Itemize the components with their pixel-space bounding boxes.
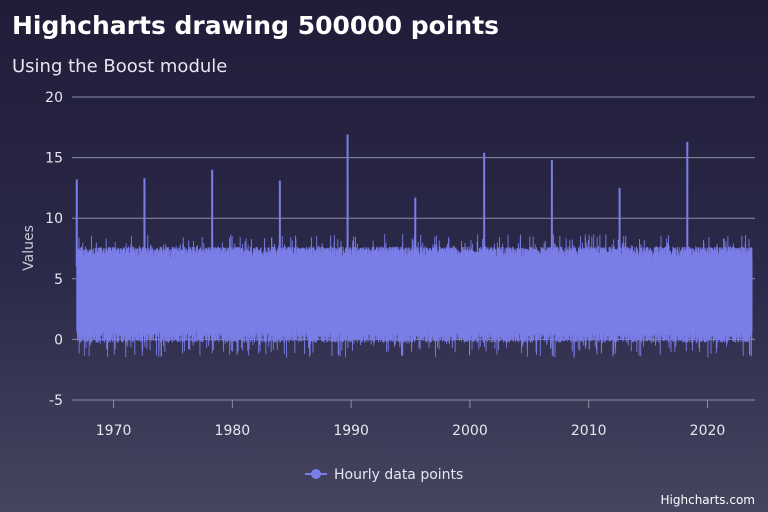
x-tick-label: 1990 — [333, 423, 369, 439]
y-axis-ticks: -5 0 5 10 15 20 — [45, 90, 63, 409]
x-tick-label: 1980 — [215, 423, 251, 439]
x-tick-label: 2020 — [690, 423, 726, 439]
x-axis-ticks: 1970 1980 1990 2000 2010 2020 — [96, 400, 726, 439]
chart-subtitle: Using the Boost module — [12, 56, 227, 77]
y-tick-label: 20 — [45, 90, 63, 106]
credits-link[interactable]: Highcharts.com — [661, 493, 755, 507]
y-axis-title: Values — [21, 225, 37, 271]
x-tick-label: 2000 — [452, 423, 488, 439]
legend-item-label[interactable]: Hourly data points — [334, 467, 463, 483]
y-tick-label: -5 — [49, 393, 63, 409]
legend[interactable]: Hourly data points — [305, 467, 463, 483]
chart-title: Highcharts drawing 500000 points — [12, 11, 499, 40]
y-tick-label: 10 — [45, 211, 63, 227]
y-tick-label: 5 — [54, 272, 63, 288]
y-tick-label: 15 — [45, 151, 63, 167]
legend-marker-icon — [311, 469, 321, 479]
y-tick-label: 0 — [54, 332, 63, 348]
x-tick-label: 1970 — [96, 423, 132, 439]
x-tick-label: 2010 — [571, 423, 607, 439]
series-hourly-data-points[interactable] — [75, 134, 753, 358]
